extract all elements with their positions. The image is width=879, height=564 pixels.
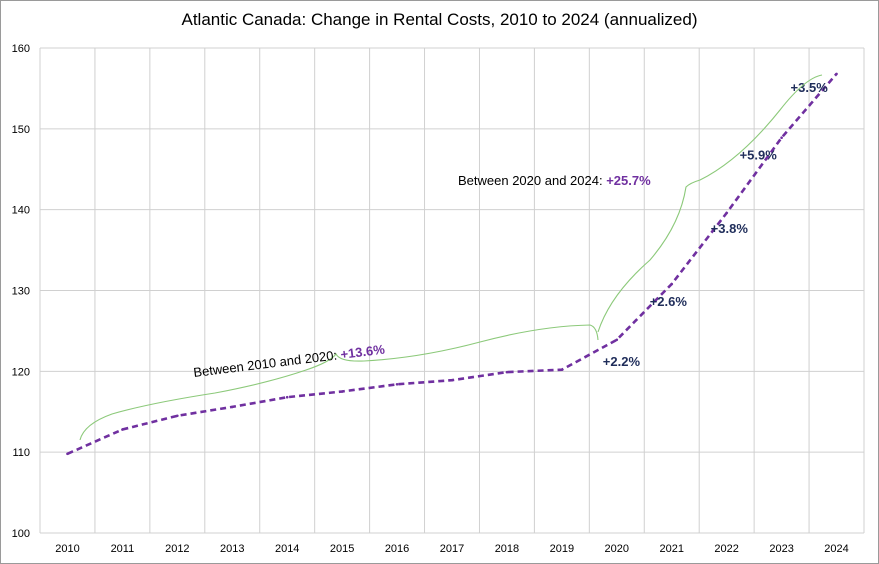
x-tick-label: 2018 [495,543,519,555]
data-point-2017 [450,378,454,382]
annual-change-label: +3.5% [791,80,829,95]
data-point-2012 [176,414,179,418]
annual-change-label: +2.2% [603,354,641,369]
data-point-2014 [285,395,289,399]
x-tick-label: 2021 [659,543,683,555]
x-tick-label: 2017 [440,543,464,555]
data-point-2023 [780,136,783,140]
y-tick-label: 150 [12,124,30,136]
data-point-2013 [230,405,234,409]
y-tick-label: 120 [12,366,30,378]
x-tick-label: 2023 [769,543,793,555]
x-tick-label: 2013 [220,543,244,555]
data-point-2016 [395,382,399,386]
x-tick-label: 2020 [605,543,629,555]
x-tick-label: 2019 [550,543,574,555]
annual-change-label: +5.9% [740,148,778,163]
x-tick-label: 2012 [165,543,189,555]
x-tick-label: 2016 [385,543,409,555]
chart-title: Atlantic Canada: Change in Rental Costs,… [181,10,698,29]
x-tick-label: 2014 [275,543,299,555]
x-tick-label: 2022 [714,543,738,555]
series-line [66,73,838,455]
data-point-2018 [505,370,509,374]
x-tick-label: 2024 [824,543,848,555]
data-point-2022 [725,211,728,215]
annual-change-label: +2.6% [650,294,688,309]
data-point-2015 [340,390,344,393]
data-point-2019 [560,368,564,372]
data-point-2010 [66,452,69,456]
annotation-2020-2024-value: +25.7% [606,173,651,188]
x-tick-label: 2010 [55,543,79,555]
y-tick-label: 100 [12,528,30,540]
bracket-2020-2024 [597,74,823,333]
y-tick-label: 140 [12,205,30,217]
data-point-2020 [615,338,619,342]
y-tick-label: 110 [12,447,30,459]
annotation-2010-2020-text: Between 2010 and 2020: [193,347,342,380]
data-point-2011 [121,428,124,431]
bracket-2010-2020 [79,324,599,441]
annotation-2010-2020-value: +13.6% [340,342,386,362]
annotation-2020-2024: Between 2020 and 2024: +25.7% [458,173,651,188]
data-point-2024 [835,72,838,76]
y-tick-label: 160 [12,43,30,55]
annual-change-label: +3.8% [711,221,749,236]
y-tick-label: 130 [12,286,30,298]
x-tick-label: 2011 [111,543,135,555]
data-point-2021 [670,282,674,286]
x-tick-label: 2015 [330,543,354,555]
annotation-2020-2024-text: Between 2020 and 2024: [458,173,606,188]
